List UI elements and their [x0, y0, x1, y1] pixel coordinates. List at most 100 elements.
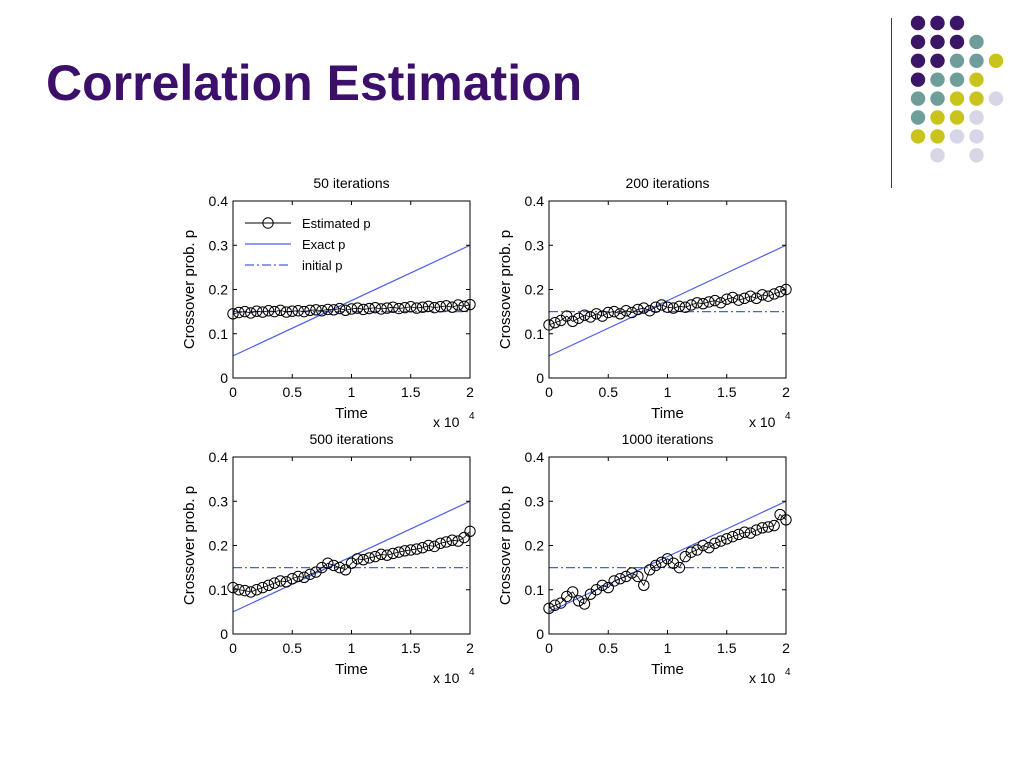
data-point — [245, 307, 257, 319]
data-point — [304, 304, 316, 316]
data-point — [626, 306, 638, 319]
data-point — [614, 572, 626, 585]
data-point — [632, 570, 644, 583]
x-axis-multiplier-exponent: 4 — [469, 667, 475, 678]
data-point — [304, 568, 316, 580]
data-point — [322, 557, 334, 569]
data-point — [549, 316, 561, 329]
data-point — [410, 302, 423, 314]
decorative-dot — [910, 91, 926, 106]
legend-entry-label: initial p — [302, 258, 342, 273]
data-point — [572, 312, 585, 324]
data-point — [626, 567, 638, 579]
data-point — [721, 293, 733, 305]
data-point — [762, 521, 774, 533]
decorative-dot — [949, 72, 965, 87]
x-axis-multiplier-exponent: 4 — [785, 411, 791, 422]
y-tick-label: 0 — [220, 626, 228, 642]
y-tick-label: 0 — [220, 370, 228, 386]
data-point — [369, 301, 381, 314]
data-point — [239, 584, 251, 597]
data-point — [428, 540, 441, 553]
y-tick-label: 0.4 — [209, 449, 229, 465]
data-point — [256, 581, 269, 594]
data-point — [452, 535, 464, 547]
data-point — [768, 288, 780, 300]
data-point — [345, 303, 358, 315]
y-tick-label: 0.4 — [525, 193, 545, 209]
data-point — [399, 545, 411, 557]
chart-legend: Estimated p Exact p initial p — [245, 216, 371, 273]
data-point — [399, 301, 411, 314]
y-tick-label: 0.4 — [525, 449, 545, 465]
data-point — [578, 309, 591, 321]
data-point — [416, 301, 429, 313]
x-tick-label: 1 — [664, 640, 672, 656]
data-point — [351, 553, 364, 565]
data-point — [667, 557, 680, 569]
data-point — [620, 305, 632, 317]
data-point — [316, 561, 328, 574]
data-point — [567, 315, 579, 328]
data-point — [768, 519, 780, 532]
series-estimated-line — [548, 289, 787, 326]
decorative-dot — [949, 34, 965, 50]
chart-panel: 50 iterations 0 0.5 1 1.5 2 0 0.1 0.2 0.3 0.4 Time C… — [181, 175, 476, 430]
data-point — [233, 306, 245, 319]
x-tick-label: 1 — [348, 640, 356, 656]
data-point — [738, 292, 751, 305]
x-tick-label: 1 — [348, 384, 356, 400]
data-point — [286, 305, 298, 317]
legend-swatch-marker — [262, 217, 274, 229]
decorative-dot — [969, 148, 984, 163]
data-point — [555, 314, 567, 327]
data-point — [280, 306, 293, 318]
x-tick-label: 0 — [229, 640, 237, 656]
data-point — [715, 297, 727, 309]
data-point — [774, 286, 786, 298]
y-tick-label: 0.3 — [209, 237, 229, 253]
data-point — [726, 291, 739, 304]
decorative-dot — [949, 129, 965, 144]
data-point — [738, 526, 751, 538]
data-point — [345, 557, 358, 569]
data-point — [620, 570, 632, 583]
data-point — [251, 584, 263, 596]
data-point — [245, 586, 257, 598]
data-point — [446, 534, 458, 546]
data-point — [262, 305, 275, 317]
data-point — [549, 599, 561, 611]
x-tick-label: 1 — [664, 384, 672, 400]
data-point — [602, 581, 614, 594]
y-tick-label: 0.2 — [525, 282, 545, 298]
data-point — [644, 305, 656, 317]
data-point — [673, 300, 686, 313]
x-tick-label: 0 — [545, 640, 553, 656]
data-point — [381, 302, 393, 314]
data-point — [369, 550, 381, 563]
decorative-dot-grid — [910, 15, 1004, 163]
data-point — [328, 304, 340, 316]
data-point — [274, 304, 287, 316]
data-point — [578, 598, 591, 610]
x-tick-label: 2 — [466, 640, 474, 656]
data-point — [387, 301, 399, 313]
x-tick-label: 1.5 — [401, 384, 421, 400]
data-point — [351, 302, 364, 314]
series-exact-line — [548, 500, 787, 613]
y-tick-label: 0.2 — [525, 538, 545, 554]
data-point — [685, 546, 697, 558]
series-estimated-line — [232, 531, 471, 593]
x-tick-label: 2 — [466, 384, 474, 400]
decorative-dot — [930, 72, 945, 87]
x-axis-label: Time — [651, 405, 684, 422]
data-point — [638, 579, 650, 592]
data-point — [726, 530, 739, 543]
data-point — [393, 302, 405, 315]
data-point — [703, 542, 715, 554]
y-tick-label: 0.3 — [525, 493, 545, 509]
data-point — [292, 570, 304, 583]
decorative-dot — [930, 129, 945, 144]
data-point — [375, 548, 387, 561]
plot-frame — [548, 456, 787, 635]
